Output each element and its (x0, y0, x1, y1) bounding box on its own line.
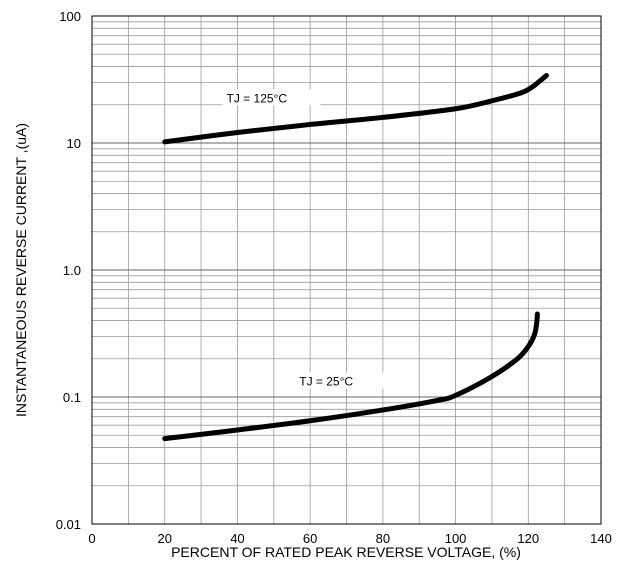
series-line-1 (162, 73, 549, 145)
x-axis-label: PERCENT OF RATED PEAK REVERSE VOLTAGE, (… (171, 544, 521, 560)
y-tick-labels: 100 10 1.0 0.1 0.01 (56, 9, 81, 532)
series-layer: TJ = 125°C TJ = 25°C (162, 73, 549, 442)
x-tick-label: 40 (230, 531, 244, 546)
y-tick-label: 100 (59, 9, 81, 24)
x-tick-label: 120 (517, 531, 539, 546)
x-tick-label: 60 (303, 531, 317, 546)
x-tick-label: 100 (445, 531, 467, 546)
x-tick-label: 140 (590, 531, 612, 546)
x-tick-label: 0 (88, 531, 95, 546)
y-tick-label: 0.01 (56, 517, 81, 532)
x-tick-labels: 0 20 40 60 80 100 120 140 (88, 531, 611, 546)
annotation-bg (295, 372, 394, 389)
plot-frame (91, 15, 602, 525)
annotation-bg (222, 89, 321, 106)
series-annotation-1: TJ = 125°C (227, 92, 288, 106)
y-axis-label: INSTANTANEOUS REVERSE CURRENT ,(uA) (13, 123, 29, 417)
y-tick-label: 1.0 (63, 263, 81, 278)
y-tick-label: 10 (67, 136, 81, 151)
x-tick-label: 80 (376, 531, 390, 546)
x-tick-label: 20 (157, 531, 171, 546)
y-tick-label: 0.1 (63, 390, 81, 405)
series-line-2 (162, 311, 540, 442)
series-annotation-2: TJ = 25°C (299, 375, 353, 389)
